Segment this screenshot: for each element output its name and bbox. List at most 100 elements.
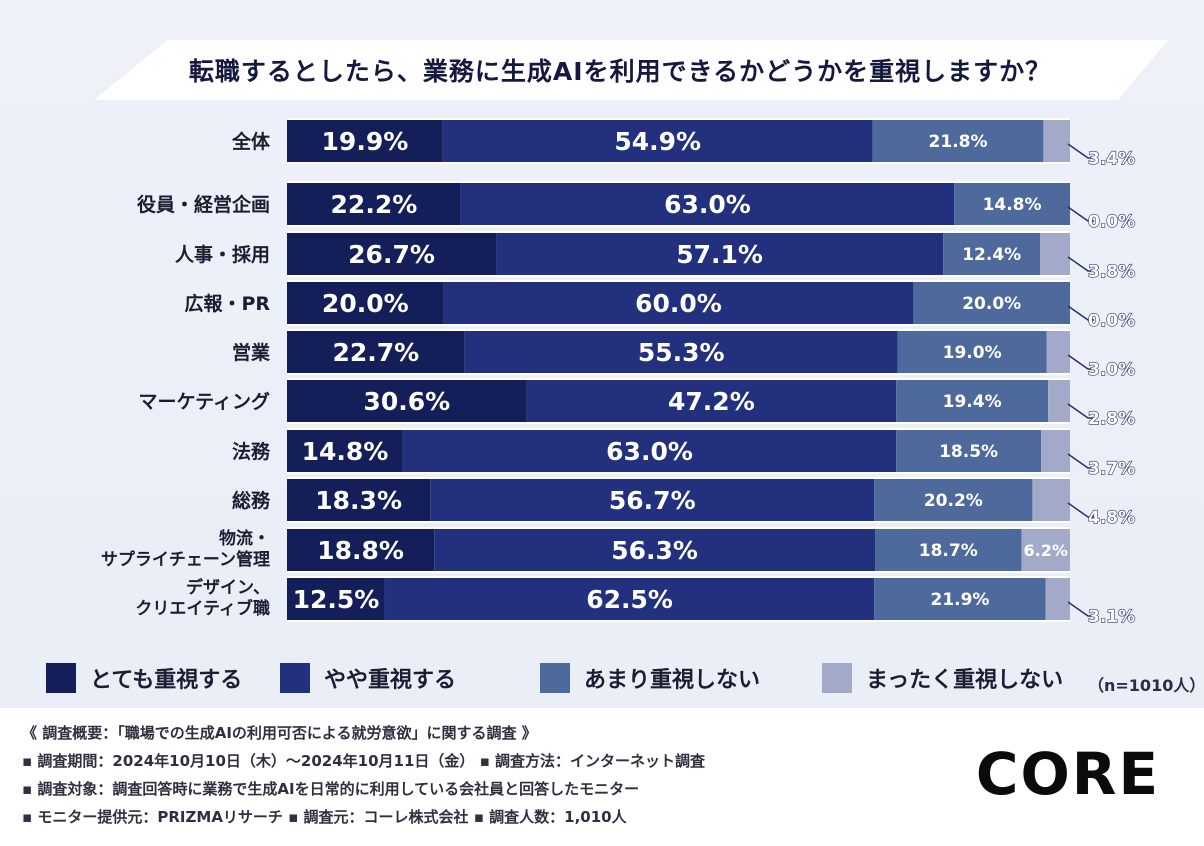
data-label: 14.8%	[302, 437, 389, 466]
bar-segment	[287, 430, 403, 472]
bar-segment	[402, 430, 897, 472]
bar-segment	[913, 282, 1070, 324]
bar-segment	[875, 529, 1022, 571]
category-label: 総務	[232, 489, 271, 512]
logo-text: CORE	[976, 740, 1160, 804]
legend-swatch	[46, 663, 76, 693]
category-label: マーケティング	[139, 390, 270, 413]
data-label: 0.0%	[1088, 311, 1135, 331]
data-label: 19.9%	[322, 127, 409, 156]
data-label: 21.8%	[929, 132, 988, 152]
data-label: 56.7%	[609, 486, 696, 515]
bar-segment	[464, 331, 898, 373]
data-label: 3.4%	[1088, 149, 1135, 169]
survey-period: ▪ 調査期間：2024年10月10日（木）～2024年10月11日（金） ▪ 調…	[22, 752, 705, 770]
leader-line	[1067, 256, 1094, 272]
bar-segment	[872, 120, 1044, 162]
category-label: 法務	[232, 440, 271, 463]
leader-line	[1067, 206, 1094, 222]
bar-segment	[1040, 233, 1070, 275]
data-label: 4.8%	[1088, 508, 1135, 528]
data-label: 30.6%	[363, 387, 450, 416]
data-label: 55.3%	[638, 338, 725, 367]
bar-segment	[874, 479, 1033, 521]
bar-segment	[384, 578, 875, 620]
stacked-bar-chart: 全体 19.9% 54.9% 21.8% 3.4% 役員・経営企画 22.2% 63.0% 14…	[101, 118, 1136, 628]
legend-item-not-important-at-all: まったく重視しない	[822, 660, 1063, 696]
legend-label: やや重視する	[324, 668, 457, 693]
data-label: 12.4%	[962, 245, 1021, 265]
bar-segment	[874, 578, 1046, 620]
leader-line	[1067, 354, 1094, 370]
survey-provider: ▪ モニター提供元：PRIZMAリサーチ ▪ 調査元：コーレ株式会社 ▪ 調査人…	[22, 808, 627, 826]
bar-segment	[287, 282, 444, 324]
legend-item-not-very-important: あまり重視しない	[540, 660, 760, 696]
legend-swatch	[280, 663, 310, 693]
data-label: 22.7%	[333, 338, 420, 367]
legend-label: とても重視する	[90, 668, 243, 693]
core-logo: CORE	[976, 740, 1160, 804]
bar-segment	[897, 331, 1047, 373]
legend-label: まったく重視しない	[866, 668, 1064, 693]
data-label: 19.0%	[943, 343, 1002, 363]
data-label: 12.5%	[293, 585, 380, 614]
bar-segment	[443, 282, 914, 324]
category-label: 全体	[231, 130, 271, 153]
data-label: 54.9%	[614, 127, 701, 156]
bar-segment	[460, 183, 955, 225]
category-label: 物流・サプライチェーン管理	[101, 528, 270, 570]
bar-segment	[434, 529, 876, 571]
sample-size-label: （n=1010人）	[1088, 676, 1204, 695]
data-label: 63.0%	[606, 437, 693, 466]
bar-segment	[1032, 479, 1070, 521]
leader-line	[1067, 143, 1094, 159]
data-label: 0.0%	[1088, 212, 1135, 232]
data-label: 3.7%	[1088, 459, 1135, 479]
data-label: 18.7%	[919, 541, 978, 561]
survey-target: ▪ 調査対象：調査回答時に業務で生成AIを日常的に利用している会社員と回答したモ…	[22, 780, 640, 798]
leader-line	[1067, 502, 1094, 518]
bar-segment	[287, 529, 435, 571]
bar-segment	[1021, 529, 1070, 571]
title-banner	[94, 40, 1168, 100]
data-label: 22.2%	[331, 190, 418, 219]
leader-line	[1067, 453, 1094, 469]
bar-segment	[287, 380, 527, 422]
bar-segment	[287, 331, 465, 373]
leader-line	[1067, 601, 1094, 617]
legend-label: あまり重視しない	[584, 668, 761, 693]
data-label: 62.5%	[586, 585, 673, 614]
category-label: 役員・経営企画	[137, 193, 270, 216]
data-label: 3.0%	[1088, 360, 1135, 380]
data-label: 19.4%	[943, 392, 1002, 412]
data-label: 56.3%	[611, 536, 698, 565]
leader-line	[1067, 305, 1094, 321]
bar-segment	[526, 380, 897, 422]
bar-segment	[442, 120, 873, 162]
bar-segment	[1043, 120, 1070, 162]
bar-segment	[287, 120, 443, 162]
leader-line	[1067, 403, 1094, 419]
data-label: 20.0%	[322, 289, 409, 318]
data-label: 3.8%	[1088, 262, 1135, 282]
bar-segment	[896, 430, 1042, 472]
bar-segment	[896, 380, 1049, 422]
data-label: 20.2%	[924, 491, 983, 511]
data-label: 18.3%	[315, 486, 402, 515]
survey-overview: 《 調査概要：「職場での生成AIの利用可否による就労意欲」に関する調査 》	[22, 724, 537, 742]
category-label: 営業	[232, 341, 271, 364]
bar-segment	[287, 183, 461, 225]
bar-segment	[287, 479, 431, 521]
legend-item-somewhat-important: やや重視する	[280, 660, 456, 696]
legend: とても重視する やや重視する あまり重視しない まったく重視しない	[46, 656, 1196, 700]
data-label: 60.0%	[635, 289, 722, 318]
data-label: 18.5%	[939, 442, 998, 462]
bar-segment	[430, 479, 875, 521]
data-label: 6.2%	[1024, 541, 1068, 560]
data-label: 26.7%	[348, 240, 435, 269]
bar-segment	[1046, 331, 1070, 373]
bar-segment	[943, 233, 1041, 275]
bar-segment	[1041, 430, 1070, 472]
data-label: 2.8%	[1088, 409, 1135, 429]
data-label: 47.2%	[668, 387, 755, 416]
